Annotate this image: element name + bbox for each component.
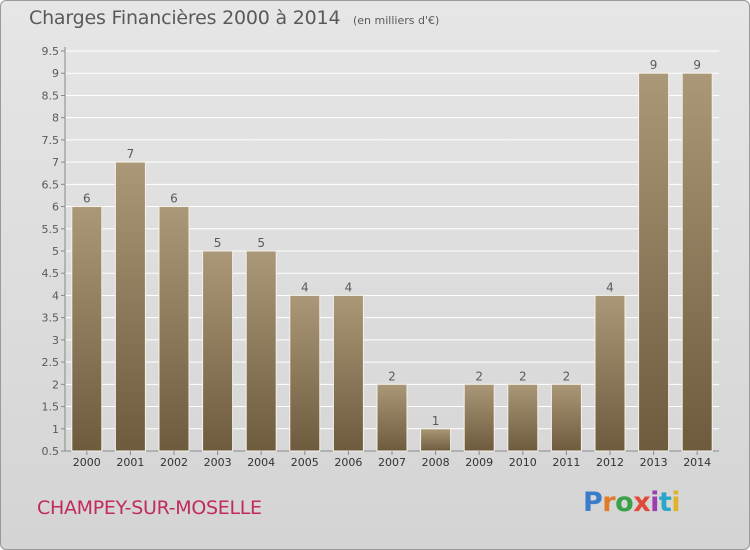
- data-label: 2: [475, 369, 483, 383]
- bar: [158, 206, 190, 452]
- x-tick-label: 2004: [247, 456, 275, 469]
- data-label: 1: [432, 414, 440, 428]
- y-tick-label: 5.5: [42, 223, 60, 236]
- x-tick-label: 2009: [465, 456, 493, 469]
- x-tick-label: 2002: [160, 456, 188, 469]
- data-label: 2: [388, 369, 396, 383]
- data-label: 2: [519, 369, 527, 383]
- x-tick-label: 2007: [378, 456, 406, 469]
- y-tick-label: 0.5: [42, 445, 60, 458]
- logo-letter: i: [671, 487, 681, 518]
- logo-letter: P: [583, 487, 603, 518]
- data-label: 6: [170, 192, 178, 206]
- data-label: 5: [257, 236, 265, 250]
- y-tick-label: 2.5: [42, 356, 60, 369]
- y-tick-label: 7.5: [42, 134, 60, 147]
- proxiti-logo[interactable]: Proxiti: [583, 487, 681, 518]
- y-tick-label: 3: [52, 334, 59, 347]
- x-tick-label: 2003: [204, 456, 232, 469]
- y-tick-label: 9.5: [42, 45, 60, 58]
- y-tick-label: 6.5: [42, 178, 60, 191]
- bar: [376, 383, 408, 452]
- y-tick-label: 8.5: [42, 89, 60, 102]
- bar: [332, 294, 364, 452]
- bar: [507, 383, 539, 452]
- bar: [289, 294, 321, 452]
- x-tick-label: 2013: [640, 456, 668, 469]
- y-tick-label: 5: [52, 245, 59, 258]
- bar: [594, 294, 626, 452]
- y-tick-label: 3.5: [42, 312, 60, 325]
- bar: [638, 72, 670, 452]
- x-tick-label: 2014: [683, 456, 711, 469]
- chart-subtitle: (en milliers d'€): [353, 14, 440, 27]
- x-tick-label: 2000: [73, 456, 101, 469]
- chart-title: Charges Financières 2000 à 2014: [29, 7, 341, 29]
- data-label: 6: [83, 192, 91, 206]
- data-label: 9: [693, 58, 701, 72]
- logo-letter: i: [650, 487, 659, 518]
- y-tick-label: 8: [52, 112, 59, 125]
- logo-letter: t: [658, 487, 672, 518]
- y-tick-label: 1.5: [42, 401, 60, 414]
- y-tick-label: 9: [52, 67, 59, 80]
- bar: [463, 383, 495, 452]
- x-tick-label: 2006: [334, 456, 362, 469]
- x-tick-label: 2005: [291, 456, 319, 469]
- bar: [420, 428, 452, 452]
- data-label: 4: [606, 280, 614, 294]
- bar: [681, 72, 713, 452]
- data-label: 5: [214, 236, 222, 250]
- data-label: 4: [301, 280, 309, 294]
- logo-letter: o: [615, 487, 634, 518]
- data-label: 4: [345, 280, 353, 294]
- data-label: 7: [127, 147, 135, 161]
- data-label: 9: [650, 58, 658, 72]
- x-tick-label: 2011: [552, 456, 580, 469]
- y-tick-label: 1: [52, 423, 59, 436]
- y-tick-label: 6: [52, 201, 59, 214]
- x-tick-label: 2008: [422, 456, 450, 469]
- data-label: 2: [563, 369, 571, 383]
- logo-letter: r: [602, 487, 616, 518]
- logo-letter: x: [633, 487, 651, 518]
- x-tick-label: 2010: [509, 456, 537, 469]
- x-tick-label: 2001: [116, 456, 144, 469]
- bar: [245, 250, 277, 452]
- bar: [550, 383, 582, 452]
- y-tick-label: 4.5: [42, 267, 60, 280]
- y-tick-label: 4: [52, 289, 59, 302]
- bar: [114, 161, 146, 452]
- bar: [71, 206, 103, 452]
- x-tick-label: 2012: [596, 456, 624, 469]
- y-tick-label: 7: [52, 156, 59, 169]
- y-tick-label: 2: [52, 378, 59, 391]
- commune-name: CHAMPEY-SUR-MOSELLE: [37, 497, 262, 519]
- bar: [202, 250, 234, 452]
